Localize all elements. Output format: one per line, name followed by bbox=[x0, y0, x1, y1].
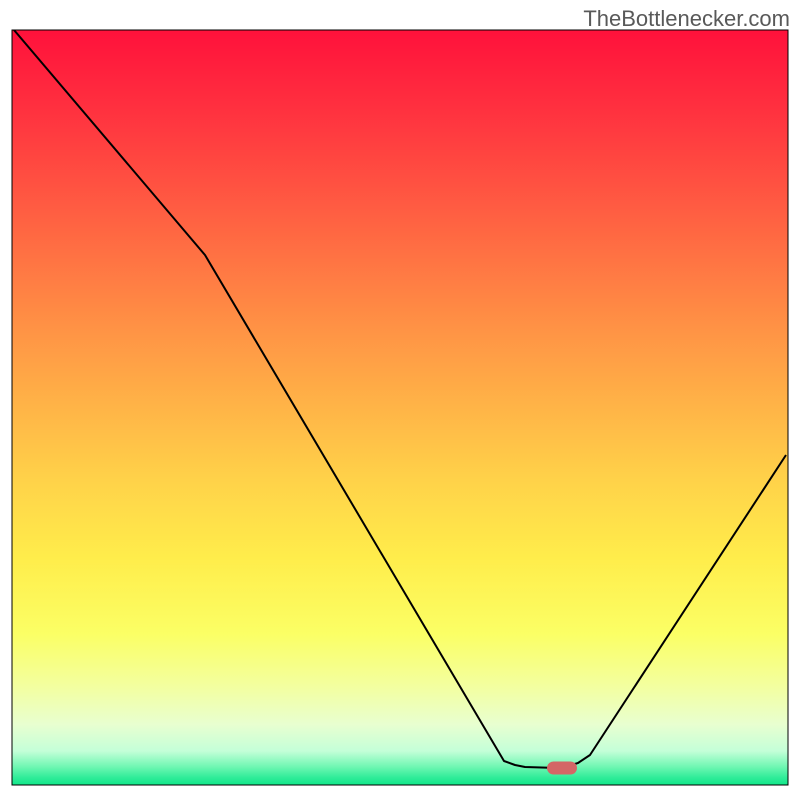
chart-background-gradient bbox=[12, 30, 788, 785]
chart-svg bbox=[0, 0, 800, 800]
selection-marker bbox=[547, 762, 577, 775]
bottleneck-chart: TheBottlenecker.com bbox=[0, 0, 800, 800]
